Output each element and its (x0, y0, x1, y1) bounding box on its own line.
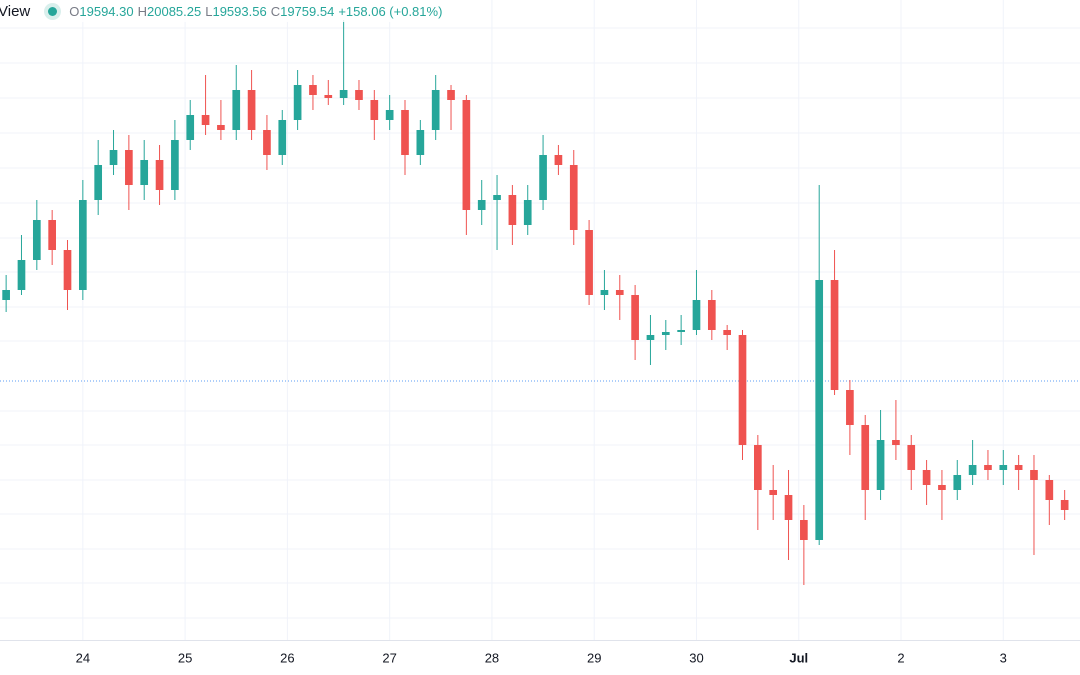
candle-body (79, 200, 87, 290)
candle-body (1030, 470, 1038, 480)
candle-body (846, 390, 854, 425)
candle-body (63, 250, 72, 290)
x-tick-label: 26 (280, 650, 294, 665)
x-tick-label: 2 (897, 650, 904, 665)
x-tick-label: 28 (485, 650, 499, 665)
candle-body (201, 115, 210, 125)
x-tick-label: 27 (382, 650, 396, 665)
candle-body (339, 90, 348, 98)
candle-body (186, 115, 195, 140)
ohlc-value: 19593.56 (212, 3, 267, 19)
candle-body (646, 335, 655, 340)
candle-body (155, 160, 164, 190)
ohlc-value: 19594.30 (79, 3, 134, 19)
candle-body (784, 495, 793, 520)
ohlc-key: C (270, 3, 281, 19)
candle-body (830, 280, 839, 390)
candle-body (477, 200, 486, 210)
candle-body (293, 85, 302, 120)
candle-body (94, 165, 103, 200)
candle-body (462, 100, 471, 210)
candle-body (247, 90, 256, 130)
candle-body (938, 485, 946, 490)
brand: View (0, 2, 31, 20)
candle-body (324, 95, 333, 98)
candle-body (677, 330, 685, 332)
candle-body (968, 465, 977, 475)
candle-body (493, 195, 501, 200)
candle-body (738, 335, 747, 445)
x-tick-label: 25 (178, 650, 192, 665)
candle-body (2, 290, 10, 300)
x-tick-label: 24 (76, 650, 90, 665)
candle-body (32, 220, 41, 260)
candle-body (922, 470, 931, 485)
candle-body (539, 155, 547, 200)
candle-body (447, 90, 455, 100)
candle-body (217, 125, 225, 130)
candle-body (953, 475, 962, 490)
candle-body (125, 150, 133, 185)
x-tick-label: 29 (587, 650, 601, 665)
candle-body (692, 300, 701, 330)
candle-body (508, 195, 517, 225)
candle-body (554, 155, 563, 165)
x-tick-label: Jul (789, 650, 808, 665)
ohlc-value: 19759.54 (280, 3, 335, 19)
candle-body (707, 300, 716, 330)
candle-body (263, 130, 271, 155)
candle-body (1060, 500, 1069, 510)
candle-body (754, 445, 762, 490)
candle-body (569, 165, 578, 230)
candle-body (769, 490, 778, 495)
candle-body (355, 90, 363, 100)
ohlc-key: H (137, 3, 147, 19)
ohlc-values: O19594.30 H20085.25 L19593.56 C19759.54 (69, 4, 338, 19)
candle-body (892, 440, 900, 445)
candle-body (600, 290, 609, 295)
candle-body (661, 332, 670, 335)
candle-body (907, 445, 916, 470)
status-dot (48, 6, 58, 16)
candle-body (140, 160, 149, 185)
candle-body (385, 110, 394, 120)
x-tick-label: 30 (689, 650, 703, 665)
candle-body (876, 440, 885, 490)
legend: View O19594.30 H20085.25 L19593.56 C19759.5… (0, 0, 447, 22)
candle-body (171, 140, 179, 190)
candle-body (861, 425, 870, 490)
candle-body (585, 230, 593, 295)
candle-body (723, 330, 731, 335)
candle-body (1045, 480, 1054, 500)
candle-body (309, 85, 317, 95)
ohlc-key: L (205, 3, 213, 19)
candle-body (17, 260, 26, 290)
candle-body (431, 90, 440, 130)
candle-body (370, 100, 379, 120)
change: +158.06 (+0.81%) (338, 3, 443, 19)
ohlc-key: O (69, 3, 80, 19)
candle-body (615, 290, 624, 295)
x-tick-label: 3 (1000, 650, 1007, 665)
candle-body (278, 120, 287, 155)
candle-body (523, 200, 532, 225)
candle-body (984, 465, 992, 470)
candle-body (1014, 465, 1023, 470)
candle-body (815, 280, 824, 540)
ohlc-value: 20085.25 (147, 3, 202, 19)
candle-body (631, 295, 639, 340)
candle-body (401, 110, 409, 155)
candle-body (416, 130, 425, 155)
candle-body (999, 465, 1008, 470)
candle-body (232, 90, 241, 130)
candle-body (48, 220, 56, 250)
candle-body (109, 150, 118, 165)
candle-body (800, 520, 808, 540)
